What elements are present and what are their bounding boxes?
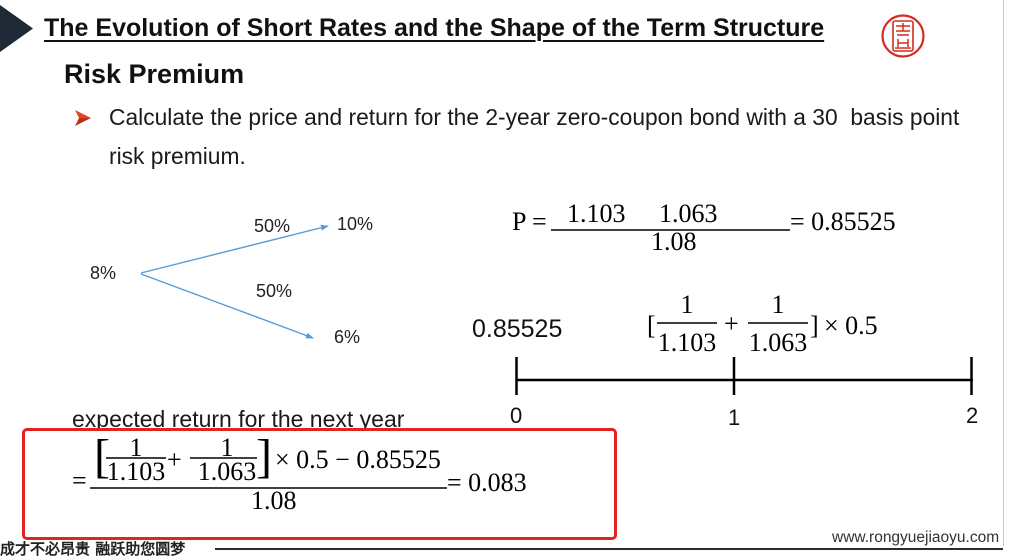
timeline-price-at-0: 0.85525 <box>472 315 563 343</box>
return-formula-plus: + <box>167 445 182 474</box>
slide-right-border <box>1003 0 1004 546</box>
expected-price-fraction-2-numerator: 1 <box>771 290 785 319</box>
tree-down-probability: 50% <box>256 281 293 301</box>
timeline-tick-label-0: 0 <box>510 403 523 428</box>
timeline-tick-label-1: 1 <box>728 405 741 430</box>
expected-price-plus: + <box>724 309 739 338</box>
return-formula-tail: × 0.5 − 0.85525 <box>275 445 441 474</box>
footer-slogan: 成才不必昂贵 融跃助您圆梦 <box>0 541 186 557</box>
return-formula-fraction-1-numerator: 1 <box>129 433 143 462</box>
footer-divider <box>215 548 1003 550</box>
return-formula-fraction-1-denominator: 1.103 <box>106 457 166 486</box>
footer-url: www.rongyuejiaoyu.com <box>832 529 1000 546</box>
tree-up-branch-arrow <box>140 224 329 274</box>
return-formula-open-bracket: [ <box>94 430 110 483</box>
expected-price-fraction-1-denominator: 1.103 <box>657 328 717 357</box>
price-formula-result: = 0.85525 <box>790 207 896 236</box>
arrowhead-bullet-icon <box>75 110 91 126</box>
expected-price-close-bracket: ] <box>810 311 819 340</box>
tree-up-rate: 10% <box>337 214 374 234</box>
price-formula-numerator-left: 1.103 <box>567 199 626 228</box>
expected-return-label: expected return for the next year <box>72 406 405 432</box>
expected-price-times-half: × 0.5 <box>824 311 878 340</box>
return-formula-lead-equals: = <box>72 466 87 495</box>
return-formula-result: = 0.083 <box>447 468 527 497</box>
return-formula-denominator: 1.08 <box>251 486 297 515</box>
expected-price-open-bracket: [ <box>647 311 656 340</box>
slide-title: The Evolution of Short Rates and the Sha… <box>44 14 825 42</box>
timeline-tick-label-2: 2 <box>966 403 979 428</box>
tree-root-rate: 8% <box>90 263 117 283</box>
bullet-text-line-2: risk premium. <box>109 143 246 169</box>
bullet-text-line-1: Calculate the price and return for the 2… <box>109 104 960 130</box>
section-heading: Risk Premium <box>64 59 245 89</box>
price-formula-denominator: 1.08 <box>651 227 697 256</box>
expected-price-fraction-2-denominator: 1.063 <box>748 328 808 357</box>
tree-down-rate: 6% <box>334 327 361 347</box>
return-formula-fraction-2-numerator: 1 <box>220 433 234 462</box>
logo-seal-icon <box>881 14 925 58</box>
expected-price-fraction-1-numerator: 1 <box>680 290 694 319</box>
return-formula-fraction-2-denominator: 1.063 <box>197 457 257 486</box>
price-formula-lhs: P = <box>512 207 547 236</box>
price-formula-numerator-right: 1.063 <box>659 199 718 228</box>
title-triangle-icon <box>0 5 33 52</box>
return-formula-close-bracket: ] <box>256 430 272 483</box>
highlight-box <box>22 428 617 540</box>
tree-up-probability: 50% <box>254 216 291 236</box>
